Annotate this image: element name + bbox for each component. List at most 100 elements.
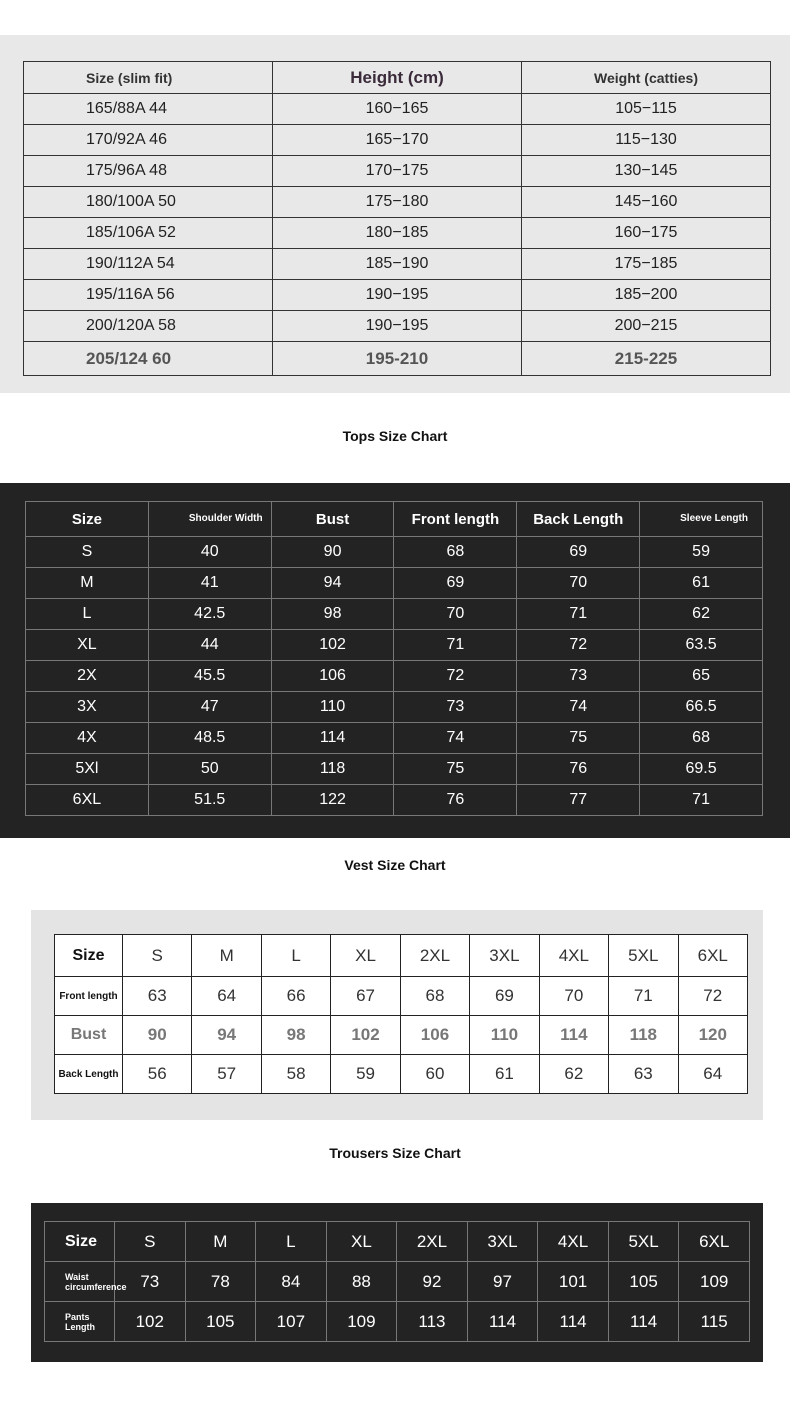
table-cell: 185−200	[521, 279, 771, 311]
table-cell: 69	[516, 536, 641, 568]
table-cell: 71	[393, 629, 518, 661]
table-cell: 61	[639, 567, 763, 599]
table-cell: 69	[393, 567, 518, 599]
table-cell: 66.5	[639, 691, 763, 723]
table-cell: 48.5	[147, 722, 272, 754]
trousers-size-table: Size S M L XL 2XL 3XL 4XL 5XL 6XL Waist circumfere…	[44, 1221, 750, 1342]
table-cell: 114	[466, 1301, 539, 1342]
table-cell: 72	[677, 976, 748, 1016]
table-row: 190/112A 54 185−190 175−185	[23, 248, 771, 280]
table-cell: 70	[538, 976, 610, 1016]
table-cell: 180−185	[272, 217, 522, 249]
table-cell: 118	[270, 753, 395, 785]
table-cell: 71	[639, 784, 763, 816]
table-cell: 70	[393, 598, 518, 630]
table-cell: 165−170	[272, 124, 522, 156]
table-cell: 72	[516, 629, 641, 661]
table-cell: 5Xl	[25, 753, 149, 785]
header-cell: Back Length	[516, 501, 641, 537]
header-cell: Sleeve Length	[639, 501, 763, 537]
table-cell: 73	[393, 691, 518, 723]
table-cell: 68	[399, 976, 471, 1016]
table-cell: 170/92A 46	[23, 124, 273, 156]
table-cell: 71	[516, 598, 641, 630]
table-cell: 63	[121, 976, 193, 1016]
table-cell: 90	[121, 1015, 193, 1055]
table-cell: 165/88A 44	[23, 93, 273, 125]
table-cell: 42.5	[147, 598, 272, 630]
table-cell: 185−190	[272, 248, 522, 280]
table-row: 180/100A 50 175−180 145−160	[23, 186, 771, 218]
table-cell: 200/120A 58	[23, 310, 273, 342]
table-cell: 205/124 60	[23, 341, 273, 376]
header-cell: L	[260, 934, 332, 977]
table-cell: 109	[325, 1301, 398, 1342]
header-cell: Bust	[270, 501, 395, 537]
table-cell: 114	[607, 1301, 680, 1342]
table-cell: 110	[469, 1015, 540, 1055]
table-cell: 113	[396, 1301, 468, 1342]
table-cell: 106	[270, 660, 395, 692]
table-cell: 50	[147, 753, 272, 785]
table-row: 185/106A 52 180−185 160−175	[23, 217, 771, 249]
table-cell: 105−115	[521, 93, 771, 125]
table-cell: 73	[114, 1261, 186, 1302]
table-cell: 190−195	[272, 279, 522, 311]
table-cell: 62	[639, 598, 763, 630]
table-cell: 44	[147, 629, 272, 661]
table-cell: 215-225	[521, 341, 771, 376]
table-row: 195/116A 56 190−195 185−200	[23, 279, 771, 311]
table-cell: 105	[607, 1261, 680, 1302]
table-cell: 56	[121, 1054, 193, 1094]
table-cell: 102	[270, 629, 395, 661]
header-cell: 4XL	[538, 934, 610, 977]
table-cell: 63.5	[639, 629, 763, 661]
table-cell: Back Length	[54, 1054, 123, 1094]
table-cell: Pants Length	[44, 1301, 115, 1342]
table-cell: 72	[393, 660, 518, 692]
table-cell: 62	[538, 1054, 610, 1094]
table-cell: Waist circumference	[44, 1261, 127, 1302]
table-cell: 175/96A 48	[23, 155, 273, 187]
table-cell: 58	[260, 1054, 332, 1094]
table-cell: 47	[147, 691, 272, 723]
table-cell: 98	[270, 598, 395, 630]
header-cell: 6XL	[678, 1221, 750, 1262]
table-row: Back Length 56 57 58 59 60 61 62 63 64	[54, 1054, 748, 1094]
table-cell: 51.5	[147, 784, 272, 816]
table-cell: 84	[255, 1261, 327, 1302]
table-row: 6XL 51.5 122 76 77 71	[25, 784, 763, 816]
header-row: Size Shoulder Width Bust Front length Back L…	[25, 501, 763, 537]
header-cell: Front length	[393, 501, 518, 537]
table-cell: 175−180	[272, 186, 522, 218]
table-cell: 66	[260, 976, 332, 1016]
table-cell: 102	[114, 1301, 186, 1342]
trousers-title: Trousers Size Chart	[329, 1145, 461, 1161]
table-cell: 63	[608, 1054, 679, 1094]
table-cell: 76	[393, 784, 518, 816]
table-row: 2X 45.5 106 72 73 65	[25, 660, 763, 692]
header-cell: S	[114, 1221, 186, 1262]
table-row: Bust 90 94 98 102 106 110 114 118 120	[54, 1015, 748, 1055]
table-row: 5Xl 50 118 75 76 69.5	[25, 753, 763, 785]
header-cell: M	[191, 934, 262, 977]
header-cell: Size	[25, 501, 149, 537]
table-row: L 42.5 98 70 71 62	[25, 598, 763, 630]
header-row: Size S M L XL 2XL 3XL 4XL 5XL 6XL	[44, 1221, 750, 1262]
header-cell: Size (slim fit)	[23, 61, 273, 94]
header-cell: XL	[330, 934, 401, 977]
table-cell: 170−175	[272, 155, 522, 187]
table-cell: 160−175	[521, 217, 771, 249]
header-cell: 2XL	[396, 1221, 468, 1262]
table-cell: 40	[147, 536, 272, 568]
size-height-weight-table: Size (slim fit) Height (cm) Weight (cattie…	[23, 61, 771, 376]
table-cell: 78	[184, 1261, 257, 1302]
header-row: Size S M L XL 2XL 3XL 4XL 5XL 6XL	[54, 934, 748, 977]
table-row: M 41 94 69 70 61	[25, 567, 763, 599]
table-cell: 195/116A 56	[23, 279, 273, 311]
table-cell: 61	[469, 1054, 540, 1094]
table-cell: 75	[393, 753, 518, 785]
table-cell: 68	[393, 536, 518, 568]
table-cell: S	[25, 536, 149, 568]
table-cell: 101	[537, 1261, 609, 1302]
